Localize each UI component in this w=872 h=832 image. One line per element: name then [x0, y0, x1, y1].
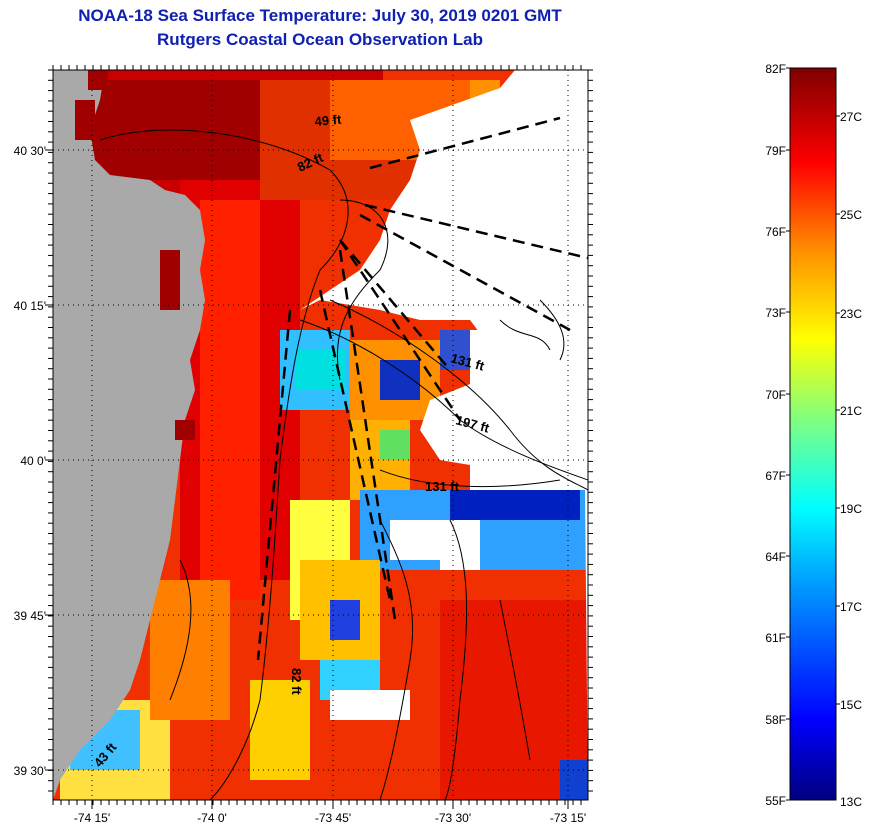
lat-label-1: 40 30' [14, 144, 46, 158]
no-data-regions [300, 70, 588, 800]
cbar-c-23: 23C [840, 307, 862, 321]
cbar-c-27: 27C [840, 110, 862, 124]
lat-label-3: 40 0' [20, 454, 46, 468]
land-fringe [75, 70, 195, 440]
cbar-f-55: 55F [765, 794, 786, 808]
lon-label-2: -74 0' [197, 811, 227, 825]
cbar-f-58: 58F [765, 713, 786, 727]
colorbar: 82F 79F 76F 73F 70F 67F 64F 61F 58F 55F … [765, 62, 862, 809]
cbar-c-13: 13C [840, 795, 862, 809]
cbar-f-70: 70F [765, 388, 786, 402]
map-frame [52, 69, 589, 801]
axis-ticks [45, 65, 593, 809]
cbar-f-67: 67F [765, 469, 786, 483]
cbar-f-79: 79F [765, 144, 786, 158]
colorbar-celsius-labels: 27C 25C 23C 21C 19C 17C 15C 13C [840, 110, 862, 809]
longitude-labels: -74 15' -74 0' -73 45' -73 30' -73 15' [74, 811, 586, 825]
cbar-c-19: 19C [840, 502, 862, 516]
colorbar-fahrenheit-labels: 82F 79F 76F 73F 70F 67F 64F 61F 58F 55F [765, 62, 786, 808]
lon-label-4: -73 30' [435, 811, 471, 825]
lat-label-2: 40 15' [14, 299, 46, 313]
contour-label-82ft-south: 82 ft [289, 668, 304, 695]
cbar-c-17: 17C [840, 600, 862, 614]
lon-label-3: -73 45' [315, 811, 351, 825]
cbar-c-15: 15C [840, 698, 862, 712]
cbar-f-73: 73F [765, 306, 786, 320]
cbar-c-21: 21C [840, 404, 862, 418]
cbar-f-76: 76F [765, 225, 786, 239]
dashed-lines [256, 116, 588, 661]
lat-label-4: 39 45' [14, 609, 46, 623]
graticule [53, 70, 588, 800]
contour-label-49ft: 49 ft [314, 112, 343, 129]
colorbar-gradient [789, 67, 837, 801]
colorbar-ticks [786, 67, 840, 801]
cbar-f-82: 82F [765, 62, 786, 76]
lat-label-5: 39 30' [14, 764, 46, 778]
cbar-f-64: 64F [765, 550, 786, 564]
cbar-f-61: 61F [765, 631, 786, 645]
map-area [53, 70, 588, 800]
map-subtitle: Rutgers Coastal Ocean Observation Lab [157, 30, 483, 49]
lon-label-5: -73 15' [550, 811, 586, 825]
latitude-labels: 40 30' 40 15' 40 0' 39 45' 39 30' [14, 144, 46, 778]
lon-label-1: -74 15' [74, 811, 110, 825]
contour-label-131ft-south: 131 ft [425, 479, 460, 494]
map-title: NOAA-18 Sea Surface Temperature: July 30… [78, 6, 562, 25]
cbar-c-25: 25C [840, 208, 862, 222]
